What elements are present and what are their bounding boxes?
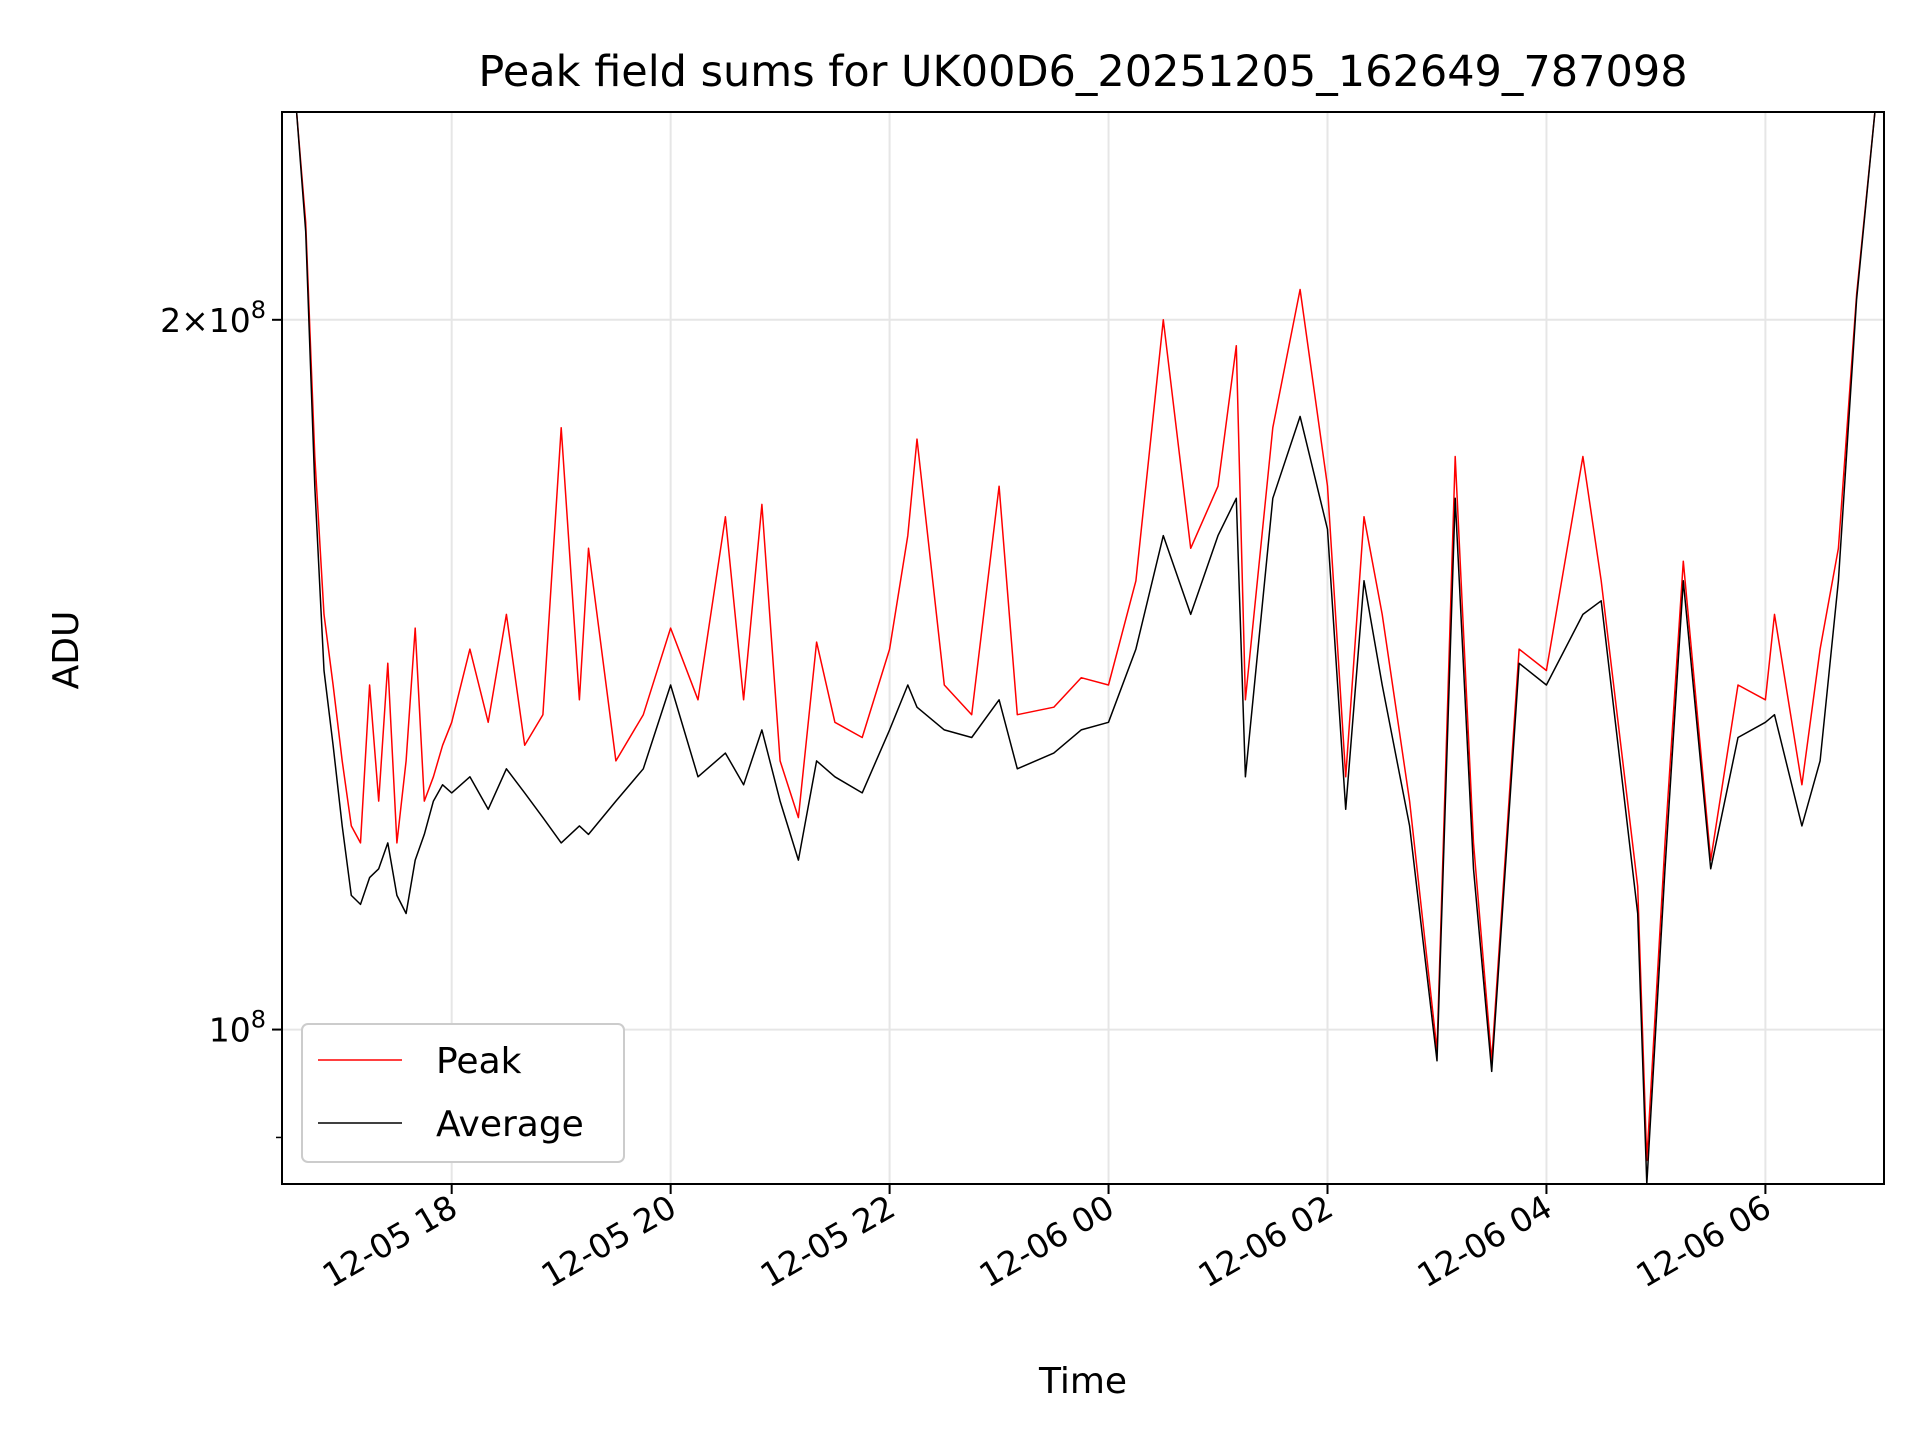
axes-frame xyxy=(281,111,1885,1185)
grid-lines xyxy=(282,112,1884,1184)
series-line-average xyxy=(295,112,1876,1184)
series-line-peak xyxy=(295,112,1876,1162)
y-axis-label: ADU xyxy=(46,611,87,690)
legend-box xyxy=(301,1023,625,1163)
legend-label-average: Average xyxy=(436,1104,584,1145)
chart-title: Peak field sums for UK00D6_20251205_1626… xyxy=(478,47,1687,97)
y-tick-label: 2×108 xyxy=(160,296,266,340)
plot-area xyxy=(295,112,1876,1184)
legend: Peak Average xyxy=(301,1023,625,1163)
x-axis-label: Time xyxy=(1038,1361,1127,1402)
legend-label-peak: Peak xyxy=(436,1041,522,1082)
